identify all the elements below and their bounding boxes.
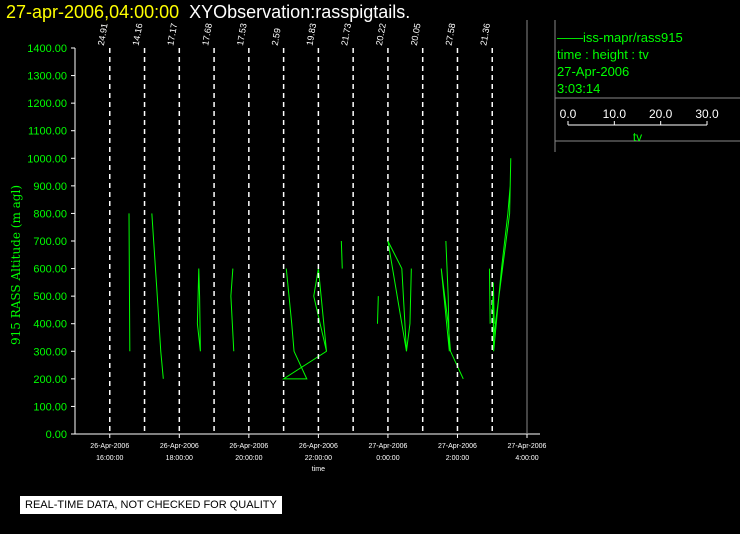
y-tick-label: 800.00: [33, 208, 67, 220]
profile-label: 2.59: [270, 27, 283, 46]
legend-date: 27-Apr-2006: [557, 64, 630, 79]
profile-label: 21.73: [339, 22, 353, 46]
x-tick-time: 20:00:00: [235, 455, 262, 462]
y-axis-label: 915 RASS Altitude (m agl): [9, 185, 23, 345]
profile-label: 17.68: [200, 22, 214, 46]
y-tick-label: 100.00: [33, 401, 67, 413]
profile-trace: [230, 268, 235, 352]
profile-label: 14.16: [131, 22, 145, 46]
profile-trace: [340, 240, 343, 269]
x-axis-label: time: [312, 466, 325, 473]
legend-series-row: ——iss-mapr/rass915: [557, 29, 683, 46]
profile-trace: [376, 296, 379, 324]
legend-time: 3:03:14: [557, 81, 601, 96]
x-tick-time: 0:00:00: [376, 455, 399, 462]
x-tick-time: 22:00:00: [305, 455, 332, 462]
profile-trace: [387, 240, 412, 352]
profile-trace: [491, 158, 512, 352]
profile-label: 24.91: [96, 22, 110, 46]
profile-label: 19.83: [305, 22, 319, 46]
y-tick-label: 1200.00: [27, 98, 67, 110]
tv-scale-label: tv: [633, 130, 642, 144]
profile-label: 27.58: [444, 22, 458, 46]
x-tick-time: 4:00:00: [515, 455, 538, 462]
x-tick-date: 27-Apr-2006: [438, 443, 477, 450]
profile-label: 17.53: [235, 22, 249, 46]
profile-trace: [488, 268, 491, 324]
y-tick-label: 700.00: [33, 236, 67, 248]
y-tick-label: 200.00: [33, 374, 67, 386]
legend-series-label: iss-mapr/rass915: [583, 30, 683, 45]
legend-axes-spec: time : height : tv: [557, 47, 649, 62]
y-tick-label: 600.00: [33, 264, 67, 276]
legend: ——iss-mapr/rass915 time : height : tv 27…: [557, 29, 683, 97]
x-tick-date: 26-Apr-2006: [160, 443, 199, 450]
x-tick-date: 27-Apr-2006: [508, 443, 547, 450]
tv-scale-tick-label: 0.0: [560, 107, 577, 121]
tv-scale-tick-label: 20.0: [649, 107, 673, 121]
y-tick-label: 1100.00: [28, 126, 67, 138]
quality-disclaimer: REAL-TIME DATA, NOT CHECKED FOR QUALITY: [20, 496, 282, 514]
y-tick-label: 0.00: [46, 429, 67, 441]
profile-trace: [440, 240, 464, 380]
profile-label: 20.05: [409, 22, 423, 46]
x-tick-time: 16:00:00: [96, 455, 123, 462]
tv-scale-tick-label: 30.0: [695, 107, 719, 121]
profile-label: 17.17: [165, 22, 179, 46]
y-tick-label: 1300.00: [27, 71, 67, 83]
x-tick-date: 27-Apr-2006: [368, 443, 407, 450]
y-tick-label: 400.00: [33, 319, 67, 331]
observation-label: XYObservation:rasspigtails.: [189, 2, 411, 22]
y-tick-label: 1000.00: [27, 153, 67, 165]
x-tick-time: 2:00:00: [446, 455, 469, 462]
tv-scale-tick-label: 10.0: [603, 107, 627, 121]
profile-label: 21.36: [478, 22, 492, 46]
legend-line-swatch: ——: [557, 30, 583, 45]
y-tick-label: 900.00: [33, 181, 67, 193]
y-tick-label: 1400.00: [27, 43, 67, 55]
y-tick-label: 300.00: [33, 346, 67, 358]
chart-title: 27-apr-2006,04:00:00 XYObservation:rasspi…: [6, 2, 410, 23]
x-tick-time: 18:00:00: [166, 455, 193, 462]
x-tick-date: 26-Apr-2006: [229, 443, 268, 450]
profile-trace: [151, 213, 164, 379]
profile-trace: [196, 268, 201, 352]
date-time-label: 27-apr-2006,04:00:00: [6, 2, 180, 22]
x-tick-date: 26-Apr-2006: [299, 443, 338, 450]
y-tick-label: 500.00: [33, 291, 67, 303]
profile-trace: [281, 268, 328, 380]
profile-trace: [128, 213, 131, 352]
profile-label: 20.22: [374, 22, 388, 46]
x-tick-date: 26-Apr-2006: [90, 443, 129, 450]
